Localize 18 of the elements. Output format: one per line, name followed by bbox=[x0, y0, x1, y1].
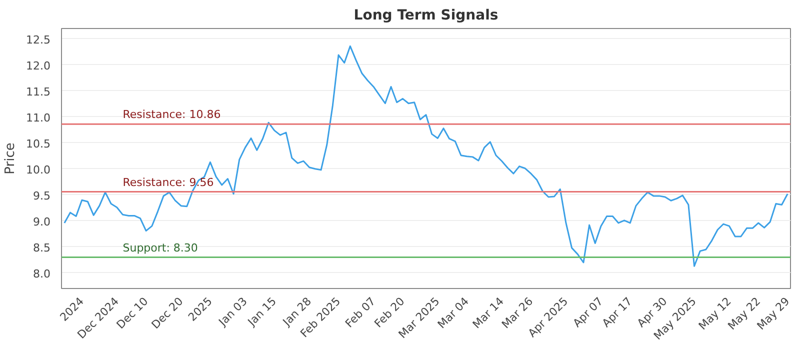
y-tick-label: 12.0 bbox=[26, 59, 51, 72]
x-tick-label: Dec 20 bbox=[149, 294, 186, 332]
y-tick-label: 8.0 bbox=[33, 267, 51, 280]
y-tick-label: 10.5 bbox=[26, 137, 51, 150]
y-tick-label: 11.5 bbox=[26, 85, 51, 98]
y-tick-label: 8.5 bbox=[33, 241, 51, 254]
x-tick-label: Jan 15 bbox=[244, 294, 279, 330]
y-axis-title: Price bbox=[3, 142, 18, 174]
y-tick-label: 12.5 bbox=[26, 33, 51, 46]
line-series bbox=[64, 45, 788, 267]
y-tick-label: 9.0 bbox=[33, 215, 51, 228]
y-tick-label: 11.0 bbox=[26, 111, 51, 124]
ref-line-label: Resistance: 10.86 bbox=[122, 108, 221, 122]
ref-line-label: Support: 8.30 bbox=[122, 241, 198, 254]
y-tick-label: 10.0 bbox=[26, 163, 51, 176]
chart-title: Long Term Signals bbox=[354, 8, 498, 24]
y-tick-label: 9.5 bbox=[33, 189, 51, 202]
x-tick-label: Apr 17 bbox=[600, 294, 635, 330]
